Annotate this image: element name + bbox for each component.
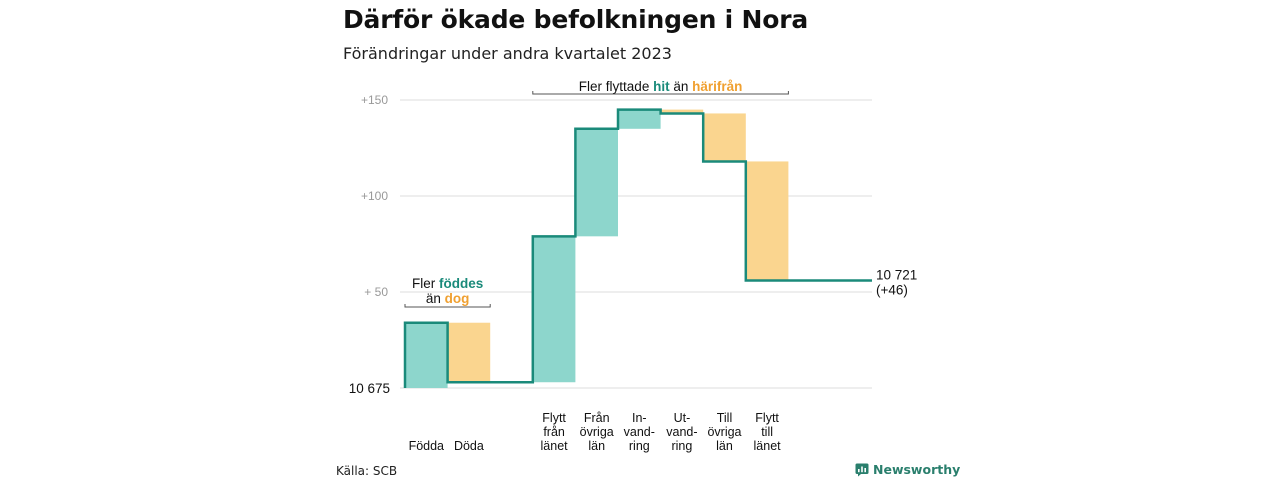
waterfall-bar [745,161,789,281]
waterfall-bar [532,236,576,383]
waterfall-bar [660,109,704,114]
category-label: vand- [666,425,697,439]
end-value-label: (+46) [876,282,908,297]
category-label: län [716,439,733,453]
category-label: ring [671,439,692,453]
y-tick-label: +100 [361,189,388,203]
category-label: från [543,425,565,439]
waterfall-bar [447,322,491,383]
cumulative-step-line [403,108,872,388]
annotation-segment: dog [445,291,470,306]
annotation-bracket [532,91,789,95]
annotation-text: Fler flyttade hit än härifrån [579,79,743,94]
category-label: övriga [580,425,614,439]
category-label: Döda [454,439,484,453]
start-value-label: 10 675 [349,381,390,396]
chart-title: Därför ökade befolkningen i Nora [343,5,809,34]
annotation-segment: Fler flyttade [579,79,653,94]
category-label: In- [632,411,647,425]
waterfall-bar [575,128,618,237]
annotation-bracket [404,304,491,308]
category-label: Födda [409,439,444,453]
y-tick-label: +150 [361,93,388,107]
category-label: övriga [707,425,741,439]
waterfall-bar [703,113,746,162]
brand-name: Newsworthy [873,462,961,477]
waterfall-bar [405,322,448,388]
annotation-segment: än [670,79,693,94]
category-label: Ut- [674,411,691,425]
category-label: Flytt [542,411,566,425]
annotation-segment: än [426,291,445,306]
waterfall-bar [618,109,661,129]
category-label: vand- [624,425,655,439]
end-value-label: 10 721 [876,267,917,282]
annotation-text: än dog [426,291,470,306]
category-label: län [588,439,605,453]
annotation-segment: föddes [439,276,483,291]
annotation-text: Fler föddes [412,276,483,291]
category-label: till [761,425,773,439]
newsworthy-logo-icon [855,463,869,476]
source-note: Källa: SCB [336,464,398,478]
annotation-segment: Fler [412,276,439,291]
category-label: länet [754,439,782,453]
newsworthy-brand: Newsworthy [855,462,960,477]
y-tick-label: + 50 [364,285,388,299]
category-label: Till [717,411,733,425]
category-label: ring [629,439,650,453]
chart-subtitle: Förändringar under andra kvartalet 2023 [343,44,672,63]
annotation-segment: hit [653,79,670,94]
annotation-segment: härifrån [692,79,742,94]
category-label: länet [541,439,569,453]
category-label: Från [584,411,610,425]
category-label: Flytt [755,411,779,425]
